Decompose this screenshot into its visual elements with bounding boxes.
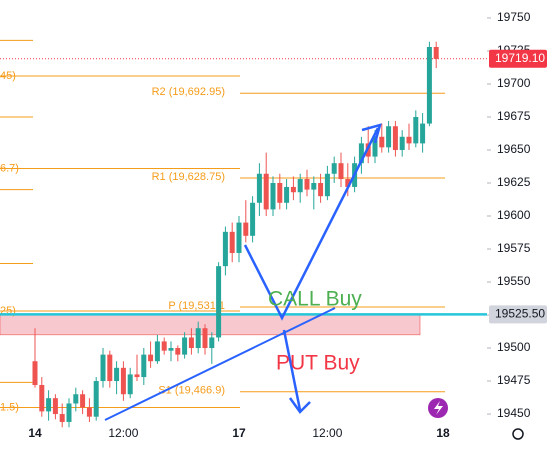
candle-body (311, 182, 317, 190)
y-tick-label: 19675 (497, 109, 531, 123)
candle-body (413, 116, 419, 144)
put-arrow-head (288, 397, 311, 414)
candle-body (379, 136, 385, 148)
candle-body (209, 337, 215, 349)
x-tick-label: 17 (232, 426, 246, 440)
candle-body (406, 136, 412, 144)
candle-body (32, 361, 38, 385)
candle-body (59, 414, 65, 422)
call-arrow (243, 127, 380, 321)
level-label: 19525.50 (495, 307, 545, 321)
x-tick-label: 12:00 (312, 426, 342, 440)
prior-level-label: 45) (0, 70, 16, 82)
trend-line (104, 307, 336, 421)
y-tick-label: 19500 (497, 340, 531, 354)
candle-body (324, 173, 330, 197)
pivot-label: P (19,531.1 (168, 300, 225, 312)
candle-body (243, 222, 249, 236)
pivot-label: R1 (19,628.75) (152, 171, 225, 183)
candle-body (304, 179, 310, 190)
candle-body (80, 394, 86, 408)
candle-body (270, 182, 276, 210)
candle-body (52, 398, 58, 415)
candle-body (216, 266, 222, 338)
candle-body (290, 186, 296, 193)
candle-body (66, 403, 72, 422)
prior-level-label: 1.5) (0, 401, 19, 413)
candle-body (345, 179, 351, 187)
last-price-box (489, 49, 547, 68)
put-arrow (282, 329, 302, 411)
put-label: PUT Buy (276, 352, 360, 375)
candle-body (148, 354, 154, 362)
y-tick-label: 19650 (497, 142, 531, 156)
y-tick-label: 19450 (497, 406, 531, 420)
level-box (489, 305, 547, 324)
last-price-label: 19719.10 (495, 51, 545, 65)
candle-body (195, 328, 201, 349)
y-tick-label: 19600 (497, 208, 531, 222)
drawings (104, 123, 382, 421)
candle-body (182, 337, 188, 355)
call-label: CALL Buy (268, 288, 362, 311)
candle-body (86, 407, 92, 417)
candle-body (175, 348, 181, 355)
candle-body (222, 231, 228, 267)
zone (0, 314, 421, 336)
candle-body (141, 354, 147, 378)
y-tick-label: 19700 (497, 76, 531, 90)
candle-body (433, 47, 439, 59)
candle-body (154, 341, 160, 362)
candle-body (134, 374, 140, 378)
pivot-label: S1 (19,466.9) (158, 385, 225, 397)
prior-level-label: 6.7) (0, 162, 19, 174)
candle-body (168, 348, 174, 351)
candle-body (229, 231, 235, 253)
alert-icon-bolt (434, 401, 443, 415)
candle-body (127, 374, 133, 395)
settings-icon[interactable] (512, 428, 524, 440)
candle-body (331, 163, 337, 174)
candle-body (46, 398, 52, 412)
candle-body (263, 173, 269, 210)
x-tick-label: 18 (436, 426, 450, 440)
candle-body (297, 179, 303, 193)
call-arrow-head (361, 123, 382, 144)
candle-body (120, 367, 126, 395)
candle-body (372, 136, 378, 157)
candle-body (256, 173, 262, 203)
candle-body (188, 337, 194, 349)
y-tick-label: 19750 (497, 10, 531, 24)
candle-body (93, 381, 99, 417)
y-tick-label: 19475 (497, 373, 531, 387)
candle-body (39, 384, 45, 412)
candle-body (114, 367, 120, 382)
candle-body (318, 182, 324, 197)
x-tick-label: 14 (28, 426, 42, 440)
candle-body (100, 354, 106, 382)
candle-body (420, 123, 426, 144)
pivot-label: R2 (19,692.95) (152, 86, 225, 98)
candle-body (73, 394, 79, 404)
candle-body (284, 186, 290, 203)
y-tick-label: 19625 (497, 175, 531, 189)
candle-body (392, 126, 398, 150)
candle-body (386, 126, 392, 148)
y-tick-label: 19575 (497, 241, 531, 255)
candle-body (338, 163, 344, 180)
y-tick-label: 19550 (497, 274, 531, 288)
candle-body (161, 341, 167, 351)
candle-body (426, 47, 432, 124)
candle-body (107, 354, 113, 382)
candle-body (250, 202, 256, 236)
candle-body (236, 222, 242, 253)
candle-body (277, 182, 283, 203)
candle-body (202, 328, 208, 349)
candle-body (399, 136, 405, 150)
candle-body (358, 143, 364, 164)
x-tick-label: 12:00 (108, 426, 138, 440)
